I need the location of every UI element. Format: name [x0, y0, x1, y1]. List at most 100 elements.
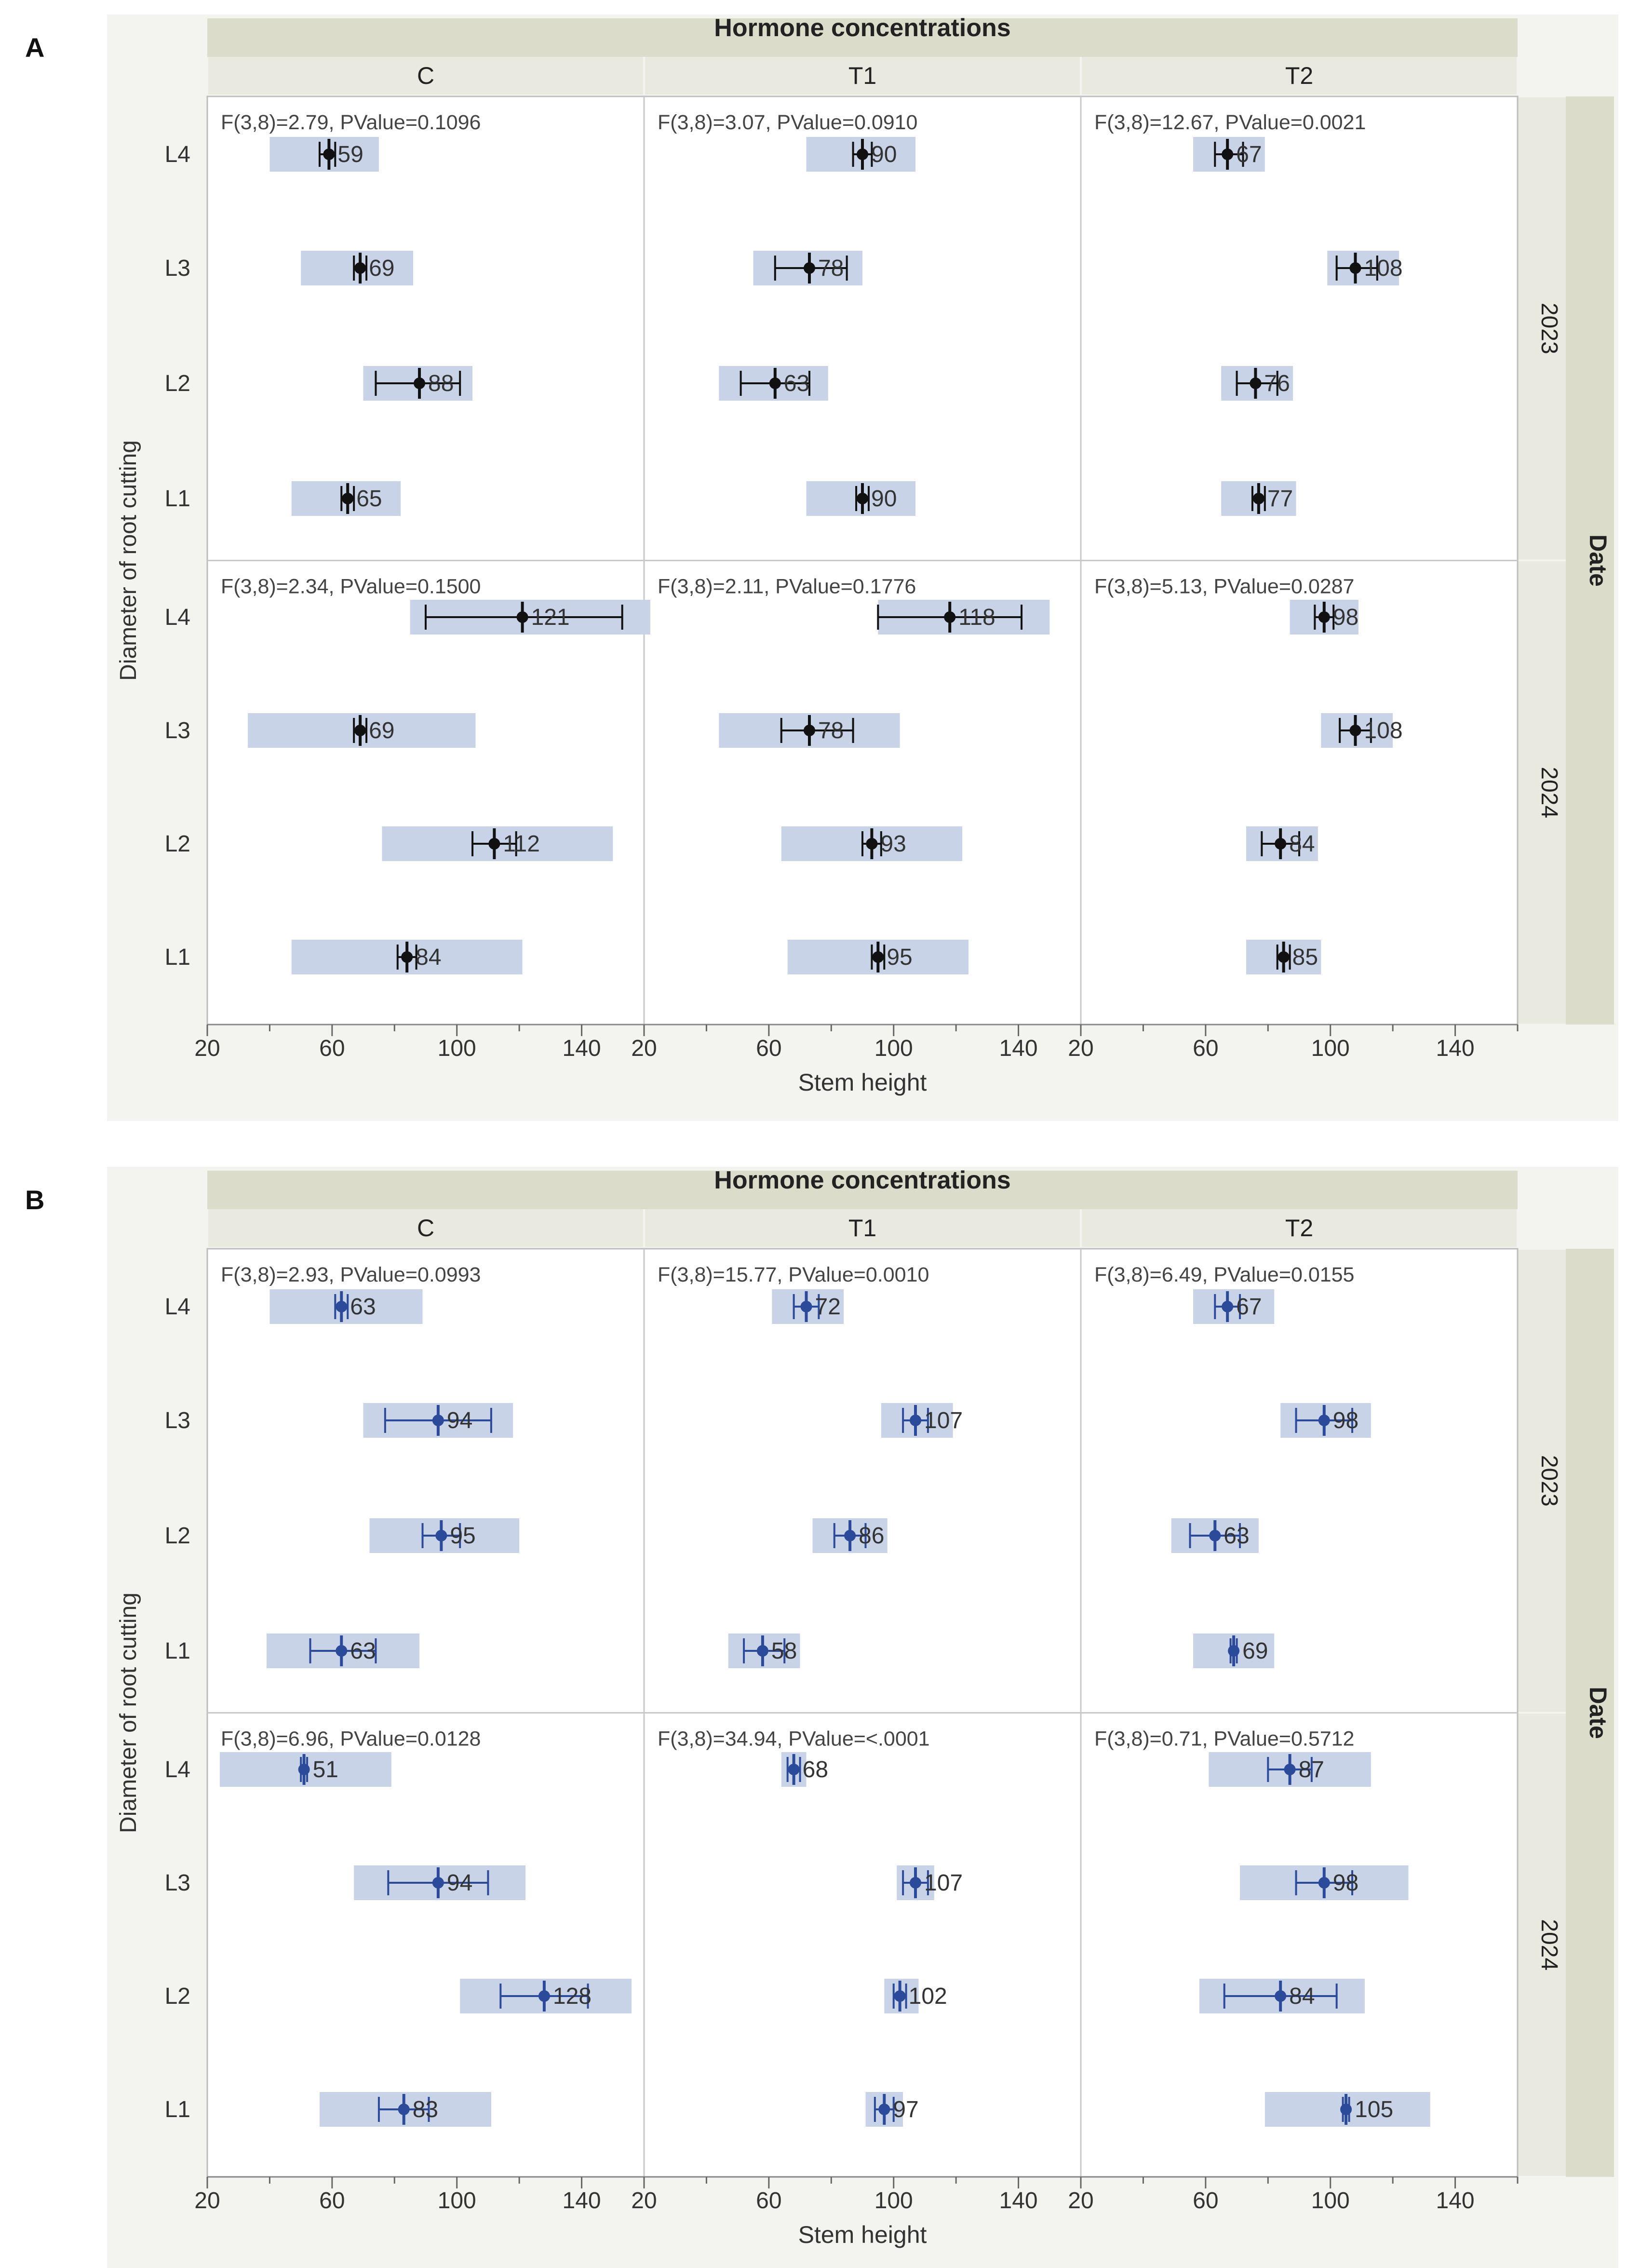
y-axis-label: Diameter of root cutting — [116, 440, 141, 681]
y-axis-label: Diameter of root cutting — [116, 1593, 141, 1833]
x-tick-label: 20 — [1068, 1036, 1093, 1061]
anova-stat-label: F(3,8)=15.77, PValue=0.0010 — [658, 1263, 929, 1286]
column-facet-label: T1 — [848, 62, 876, 89]
column-facet-strip — [645, 1209, 1080, 1247]
x-tick-label: 60 — [756, 1036, 781, 1061]
x-tick-label: 20 — [194, 1036, 220, 1061]
chart-panel: B Hormone concentrations C T1 T2 2023 2024 Date… — [25, 1166, 1618, 2268]
mean-value-label: 85 — [1292, 945, 1318, 970]
x-tick-label: 140 — [563, 2188, 601, 2214]
x-tick-label: 140 — [1436, 1036, 1475, 1061]
mean-point — [435, 1530, 447, 1541]
panel-b: B Hormone concentrations C T1 T2 2023 2024 Date… — [25, 1166, 1618, 2268]
mean-point — [323, 148, 335, 160]
anova-stat-label: F(3,8)=6.96, PValue=0.0128 — [221, 1728, 481, 1751]
x-tick-label: 20 — [1068, 2188, 1093, 2214]
mean-value-label: 90 — [871, 142, 897, 167]
mean-value-label: 63 — [350, 1638, 376, 1664]
mean-point — [401, 951, 413, 963]
mean-value-label: 102 — [909, 1984, 947, 2009]
mean-point — [342, 493, 354, 504]
x-tick-label: 140 — [1436, 2188, 1475, 2214]
column-facet-label: C — [417, 62, 434, 89]
mean-point — [803, 725, 815, 736]
mean-value-label: 98 — [1333, 1408, 1359, 1433]
row-facet-strip — [1518, 1714, 1566, 2176]
anova-stat-label: F(3,8)=2.93, PValue=0.0993 — [221, 1263, 481, 1286]
mean-point — [1275, 1990, 1287, 2002]
category-label: L3 — [165, 718, 190, 743]
mean-point — [1349, 725, 1361, 736]
mean-point — [336, 1645, 348, 1657]
chart-title: Hormone concentrations — [714, 1166, 1010, 1194]
x-tick-label: 60 — [1193, 2188, 1218, 2214]
mean-value-label: 107 — [924, 1408, 963, 1433]
x-tick-label: 60 — [319, 2188, 345, 2214]
mean-point — [944, 611, 956, 623]
category-label: L2 — [165, 1523, 190, 1549]
date-strip — [1566, 96, 1614, 1025]
mean-point — [1318, 1877, 1330, 1889]
x-tick-label: 60 — [1193, 1036, 1218, 1061]
mean-point — [488, 838, 500, 850]
mean-value-label: 112 — [503, 831, 540, 857]
column-facet-label: C — [417, 1215, 434, 1242]
column-facet-label: T2 — [1285, 1215, 1313, 1242]
mean-value-label: 118 — [958, 605, 995, 630]
title-strip — [207, 1171, 1518, 1209]
column-facet-label: T2 — [1285, 62, 1313, 89]
panel-letter: A — [25, 32, 44, 63]
x-tick-label: 60 — [319, 1036, 345, 1061]
mean-point — [1278, 951, 1290, 963]
mean-value-label: 128 — [553, 1984, 592, 2009]
anova-stat-label: F(3,8)=5.13, PValue=0.0287 — [1094, 575, 1354, 598]
category-label: L4 — [165, 142, 190, 167]
mean-point — [1222, 1301, 1234, 1312]
mean-value-label: 77 — [1267, 486, 1293, 512]
mean-value-label: 94 — [447, 1870, 472, 1896]
mean-point — [398, 2104, 410, 2115]
chart-panel: A Hormone concentrations C T1 T2 2023 2024 Date… — [25, 14, 1618, 1121]
row-facet-strip — [1518, 97, 1566, 560]
mean-value-label: 68 — [803, 1757, 828, 1782]
mean-value-label: 69 — [369, 718, 394, 743]
x-tick-label: 100 — [1311, 2188, 1350, 2214]
mean-point — [336, 1301, 348, 1312]
mean-point — [844, 1530, 856, 1541]
mean-value-label: 84 — [416, 945, 441, 970]
mean-value-label: 108 — [1364, 256, 1402, 281]
mean-point — [756, 1645, 768, 1657]
mean-value-label: 58 — [771, 1638, 797, 1664]
date-strip — [1566, 1249, 1614, 2177]
mean-point — [298, 1764, 310, 1775]
mean-point — [1318, 1415, 1330, 1426]
column-facet-strip — [645, 57, 1080, 94]
mean-point — [354, 725, 366, 736]
row-facet-label: 2024 — [1536, 767, 1562, 818]
anova-stat-label: F(3,8)=12.67, PValue=0.0021 — [1094, 111, 1366, 134]
mean-value-label: 78 — [818, 718, 844, 743]
mean-value-label: 93 — [880, 831, 906, 857]
x-tick-label: 140 — [999, 2188, 1038, 2214]
category-label: L2 — [165, 831, 190, 857]
mean-point — [857, 148, 868, 160]
mean-point — [910, 1877, 922, 1889]
mean-value-label: 63 — [350, 1294, 376, 1320]
mean-value-label: 86 — [859, 1523, 884, 1549]
mean-point — [1209, 1530, 1221, 1541]
category-label: L1 — [165, 1638, 190, 1664]
mean-point — [769, 378, 781, 389]
mean-value-label: 95 — [450, 1523, 475, 1549]
mean-value-label: 63 — [1224, 1523, 1249, 1549]
title-strip — [207, 18, 1518, 57]
column-facet-strip — [1082, 1209, 1517, 1247]
anova-stat-label: F(3,8)=2.79, PValue=0.1096 — [221, 111, 481, 134]
category-label: L4 — [165, 1294, 190, 1320]
mean-value-label: 83 — [413, 2097, 438, 2122]
mean-point — [800, 1301, 812, 1312]
x-tick-label: 100 — [438, 2188, 476, 2214]
mean-point — [910, 1415, 922, 1426]
mean-point — [1340, 2104, 1352, 2115]
x-tick-label: 140 — [563, 1036, 601, 1061]
